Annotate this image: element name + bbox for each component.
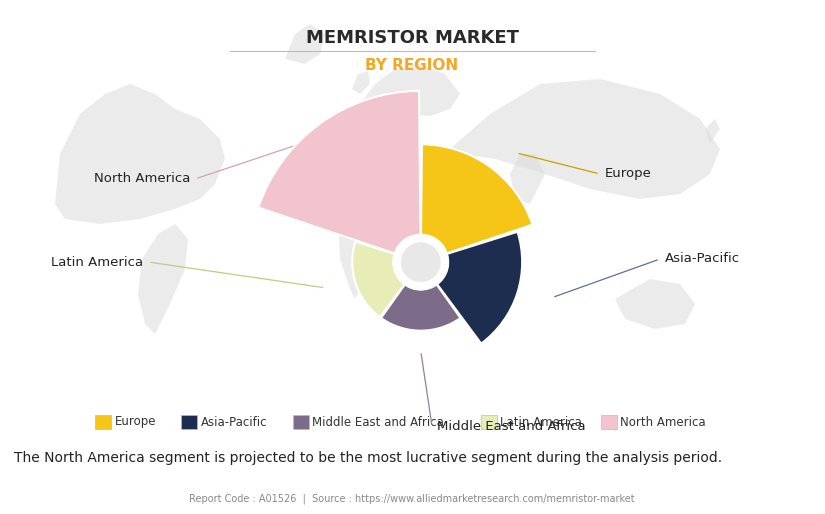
Polygon shape xyxy=(55,84,225,224)
Polygon shape xyxy=(510,154,545,204)
Text: Middle East and Africa: Middle East and Africa xyxy=(437,419,586,432)
FancyBboxPatch shape xyxy=(181,415,196,429)
Polygon shape xyxy=(338,164,395,299)
Text: MEMRISTOR MARKET: MEMRISTOR MARKET xyxy=(305,29,518,47)
Text: Latin America: Latin America xyxy=(51,255,143,268)
Text: The North America segment is projected to be the most lucrative segment during t: The North America segment is projected t… xyxy=(14,451,722,465)
Text: BY REGION: BY REGION xyxy=(365,58,459,72)
Text: Europe: Europe xyxy=(115,415,156,429)
Polygon shape xyxy=(138,224,188,334)
Text: North America: North America xyxy=(620,415,706,429)
Bar xyxy=(421,144,532,253)
Text: North America: North America xyxy=(93,173,190,186)
FancyBboxPatch shape xyxy=(601,415,616,429)
Text: Asia-Pacific: Asia-Pacific xyxy=(200,415,267,429)
Polygon shape xyxy=(394,235,448,289)
Bar xyxy=(258,91,421,253)
FancyBboxPatch shape xyxy=(293,415,309,429)
Text: Europe: Europe xyxy=(605,168,652,180)
Text: Middle East and Africa: Middle East and Africa xyxy=(313,415,445,429)
Polygon shape xyxy=(402,243,440,281)
Bar xyxy=(381,284,460,331)
Polygon shape xyxy=(615,279,695,329)
FancyBboxPatch shape xyxy=(95,415,111,429)
Text: Latin America: Latin America xyxy=(501,415,582,429)
Polygon shape xyxy=(705,119,720,144)
Text: Asia-Pacific: Asia-Pacific xyxy=(665,252,740,266)
FancyBboxPatch shape xyxy=(480,415,497,429)
Polygon shape xyxy=(285,24,325,64)
Text: Report Code : A01526  |  Source : https://www.alliedmarketresearch.com/memristor: Report Code : A01526 | Source : https://… xyxy=(189,494,634,504)
Polygon shape xyxy=(352,71,370,94)
Bar xyxy=(437,232,522,343)
Polygon shape xyxy=(450,79,720,199)
Polygon shape xyxy=(360,64,460,116)
Bar xyxy=(352,242,404,317)
